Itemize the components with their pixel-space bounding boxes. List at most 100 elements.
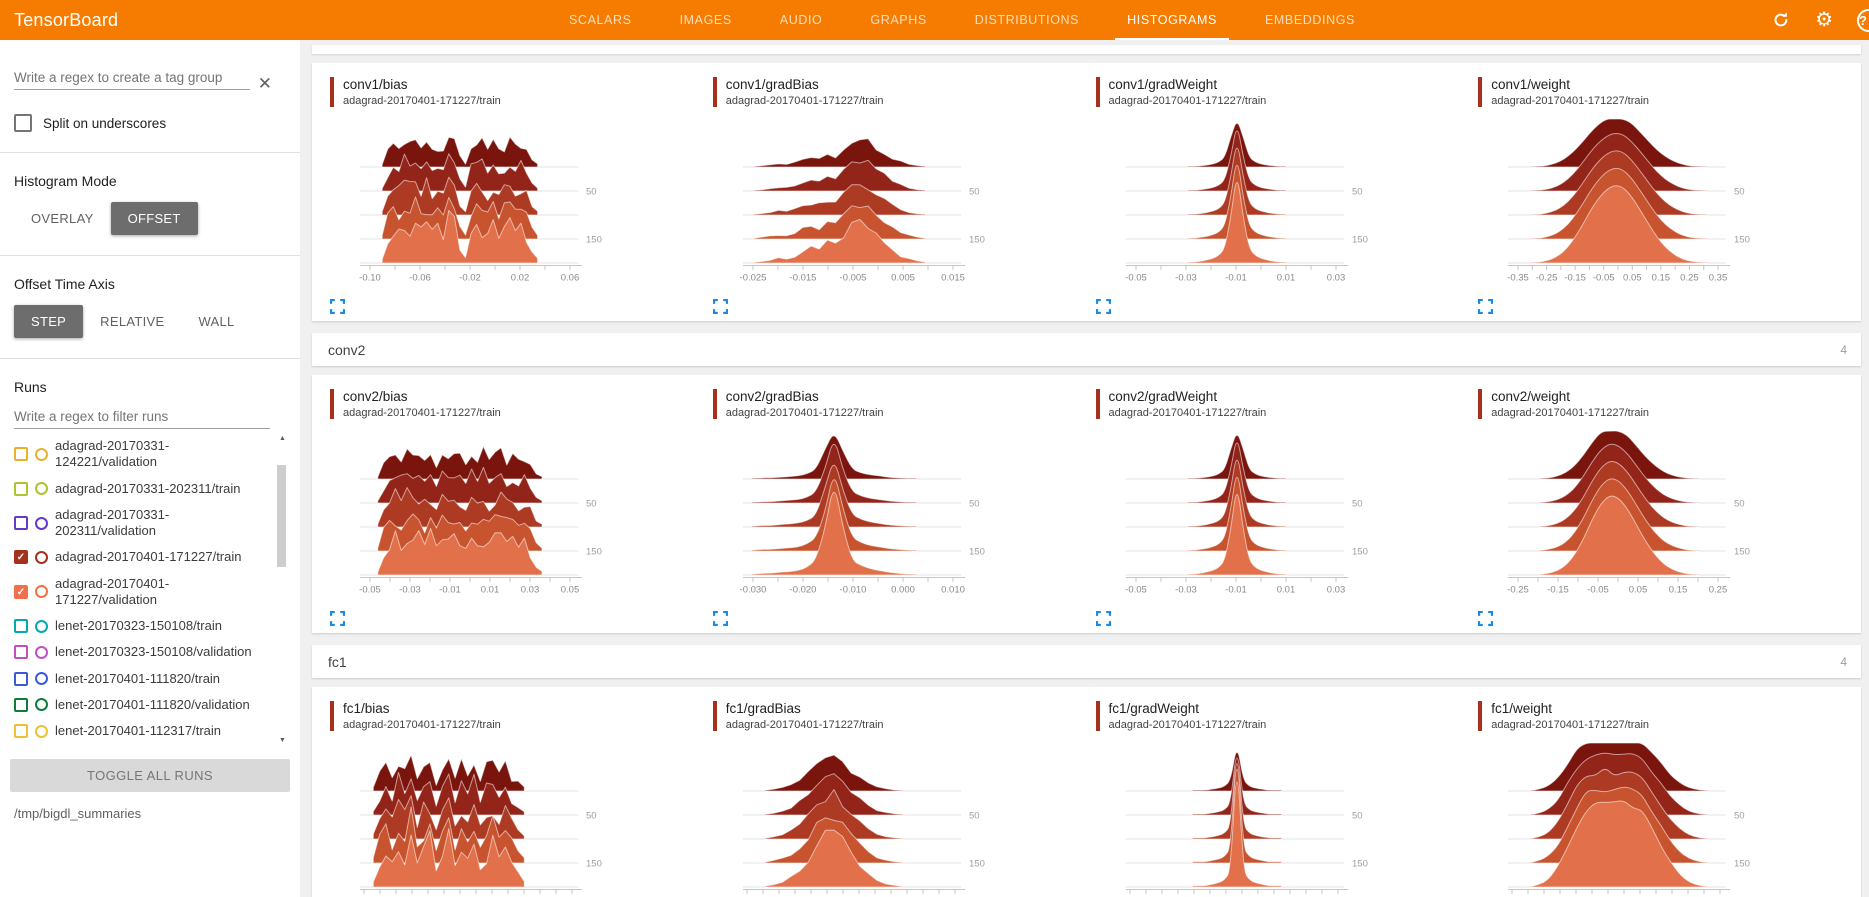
tab-images[interactable]: IMAGES <box>679 13 732 27</box>
histogram-card: conv1/weight adagrad-20170401-171227/trai… <box>1478 77 1861 315</box>
histogram-card: conv2/bias adagrad-20170401-171227/train 5… <box>330 389 713 627</box>
refresh-icon[interactable] <box>1771 10 1791 30</box>
svg-text:-0.02: -0.02 <box>459 273 481 284</box>
run-color-swatch <box>35 585 48 599</box>
scroll-down-arrow[interactable]: ▼ <box>279 737 286 744</box>
fullscreen-icon[interactable] <box>712 611 729 627</box>
run-row[interactable]: adagrad-20170331-124221/validation <box>14 433 286 476</box>
offset-time-axis-wall-button[interactable]: WALL <box>198 314 235 329</box>
group-name: fc1 <box>328 653 347 670</box>
run-row[interactable]: adagrad-20170331-202311/validation <box>14 502 286 545</box>
histogram-mode-overlay-button[interactable]: OVERLAY <box>31 211 94 226</box>
close-icon[interactable]: ✕ <box>257 74 272 93</box>
svg-text:50: 50 <box>1734 811 1745 822</box>
run-checkbox-checked[interactable]: ✓ <box>14 550 28 565</box>
run-checkbox-checked[interactable]: ✓ <box>14 584 28 599</box>
run-color-swatch <box>35 724 48 738</box>
tab-scalars[interactable]: SCALARS <box>569 13 632 27</box>
run-row[interactable]: lenet-20170401-111820/validation <box>14 692 286 718</box>
help-icon[interactable]: ? <box>1857 8 1869 32</box>
tab-audio[interactable]: AUDIO <box>779 13 823 27</box>
log-directory: /tmp/bigdl_summaries <box>14 806 142 821</box>
tab-embeddings[interactable]: EMBEDDINGS <box>1264 13 1355 27</box>
offset-time-axis-step-button[interactable]: STEP <box>14 305 84 338</box>
group-header-fc1[interactable]: fc1 4 <box>312 645 1861 678</box>
fullscreen-icon[interactable] <box>1478 299 1494 315</box>
svg-text:-0.05: -0.05 <box>1587 585 1609 596</box>
group-card-count: 4 <box>1840 654 1847 669</box>
svg-text:0.000: 0.000 <box>891 585 915 596</box>
run-row[interactable]: lenet-20170323-150108/train <box>14 613 286 639</box>
run-name: lenet-20170323-150108/train <box>55 618 222 633</box>
run-row[interactable]: ✓ adagrad-20170401-171227/validation <box>14 571 286 614</box>
svg-text:-0.25: -0.25 <box>1536 273 1558 284</box>
run-checkbox[interactable] <box>14 671 28 686</box>
fullscreen-icon[interactable] <box>330 611 346 627</box>
split-underscores-label: Split on underscores <box>43 115 167 131</box>
run-color-swatch <box>35 482 48 496</box>
run-checkbox[interactable] <box>14 619 28 634</box>
toggle-all-runs-button[interactable]: TOGGLE ALL RUNS <box>10 759 290 792</box>
run-row[interactable]: ✓ adagrad-20170401-171227/train <box>14 544 286 570</box>
svg-text:-0.01: -0.01 <box>439 585 461 596</box>
scroll-up-arrow[interactable]: ▲ <box>279 435 286 442</box>
svg-text:50: 50 <box>586 811 597 822</box>
run-row[interactable]: lenet-20170401-112317/train <box>14 718 286 744</box>
run-subtitle: adagrad-20170401-171227/train <box>1491 95 1650 107</box>
card-title-block: conv2/gradWeight adagrad-20170401-171227/… <box>1095 389 1479 419</box>
scrollbar-thumb[interactable] <box>277 465 286 567</box>
run-color-swatch <box>35 698 48 712</box>
run-checkbox[interactable] <box>14 697 28 712</box>
tag-regex-input[interactable] <box>14 66 250 90</box>
tag-name: conv2/gradBias <box>725 389 819 404</box>
fullscreen-icon[interactable] <box>712 299 729 315</box>
run-row[interactable]: lenet-20170401-111820/train <box>14 666 286 692</box>
svg-text:50: 50 <box>1352 811 1363 822</box>
run-checkbox[interactable] <box>14 724 28 739</box>
nav-tabs: SCALARS IMAGES AUDIO GRAPHS DISTRIBUTIONS HIS… <box>545 0 1379 40</box>
card-title-block: fc1/bias adagrad-20170401-171227/train <box>330 701 713 731</box>
runs-label: Runs <box>14 379 47 395</box>
svg-text:50: 50 <box>1352 499 1363 510</box>
group-header-conv2[interactable]: conv2 4 <box>312 333 1861 366</box>
svg-text:-0.03: -0.03 <box>1175 585 1197 596</box>
svg-text:0.25: 0.25 <box>1680 273 1699 284</box>
run-checkbox[interactable] <box>14 481 28 496</box>
run-subtitle: adagrad-20170401-171227/train <box>725 407 884 419</box>
main-content: conv1/bias adagrad-20170401-171227/train 5… <box>300 40 1869 897</box>
svg-text:50: 50 <box>586 187 597 198</box>
histogram-mode-label: Histogram Mode <box>14 173 117 189</box>
runs-regex-input[interactable] <box>14 405 270 429</box>
svg-text:50: 50 <box>1734 499 1745 510</box>
card-title-block: fc1/weight adagrad-20170401-171227/train <box>1478 701 1861 731</box>
run-row[interactable]: adagrad-20170331-202311/train <box>14 476 286 502</box>
run-checkbox[interactable] <box>14 516 28 530</box>
histogram-card: fc1/weight adagrad-20170401-171227/train 5… <box>1478 701 1861 897</box>
fullscreen-icon[interactable] <box>1095 611 1112 627</box>
svg-text:150: 150 <box>1352 235 1368 246</box>
histogram-mode-offset-button[interactable]: OFFSET <box>110 202 198 235</box>
fullscreen-icon[interactable] <box>330 299 346 315</box>
svg-text:0.010: 0.010 <box>941 585 965 596</box>
run-name: adagrad-20170331-202311/train <box>55 480 241 496</box>
conv1-weight-chart: 50 150 -0.35 -0.25 -0.15 -0.05 0.05 0.15 0.25 0.3… <box>1507 118 1750 284</box>
svg-text:0.25: 0.25 <box>1709 585 1728 596</box>
card-title-block: fc1/gradWeight adagrad-20170401-171227/tr… <box>1095 701 1479 731</box>
fc1-gradBias-chart: 50 150 <box>742 754 985 894</box>
run-subtitle: adagrad-20170401-171227/train <box>343 407 501 419</box>
fullscreen-icon[interactable] <box>1478 611 1494 627</box>
run-name: adagrad-20170331-202311/validation <box>55 506 170 538</box>
run-checkbox[interactable] <box>14 645 28 660</box>
run-row[interactable]: lenet-20170323-150108/validation <box>14 639 286 665</box>
tab-graphs[interactable]: GRAPHS <box>870 13 927 27</box>
split-underscores-checkbox[interactable] <box>14 114 32 132</box>
tab-distributions[interactable]: DISTRIBUTIONS <box>974 13 1080 27</box>
run-checkbox[interactable] <box>14 447 28 462</box>
offset-time-axis-relative-button[interactable]: RELATIVE <box>100 314 165 329</box>
tag-name: conv1/bias <box>343 77 408 92</box>
run-subtitle: adagrad-20170401-171227/train <box>343 719 501 731</box>
fullscreen-icon[interactable] <box>1095 299 1112 315</box>
tab-histograms[interactable]: HISTOGRAMS <box>1103 0 1241 40</box>
gear-icon[interactable]: ⚙ <box>1815 9 1833 31</box>
conv1-gradWeight-chart: 50 150 -0.05 -0.03 -0.01 0.01 0.03 <box>1125 122 1368 284</box>
